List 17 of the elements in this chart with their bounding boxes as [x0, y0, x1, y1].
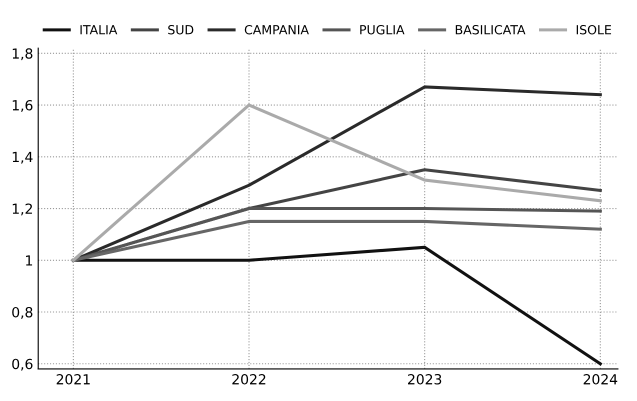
y-tick-label: 1,4 [12, 152, 33, 164]
y-tick-label: 1,2 [12, 203, 32, 216]
y-tick-label: 1,6 [12, 100, 32, 112]
legend-label: PUGLIA [360, 24, 404, 34]
x-tick-label: 2021 [56, 374, 90, 385]
x-tick-label: 2022 [232, 374, 266, 385]
x-tick-label: 2023 [408, 374, 442, 385]
legend-label: BASILICATA [456, 24, 526, 34]
y-tick-label: 1,8 [12, 48, 32, 60]
legend-label: ISOLE [576, 24, 612, 34]
legend-label: CAMPANIA [244, 24, 309, 34]
y-tick-label: 0,8 [12, 306, 32, 319]
y-tick-label: 1 [26, 255, 32, 266]
legend-label: ITALIA [80, 25, 118, 34]
y-tick-label: 0,6 [12, 358, 32, 371]
legend-label: SUD [168, 24, 194, 34]
x-tick-label: 2024 [584, 374, 618, 385]
